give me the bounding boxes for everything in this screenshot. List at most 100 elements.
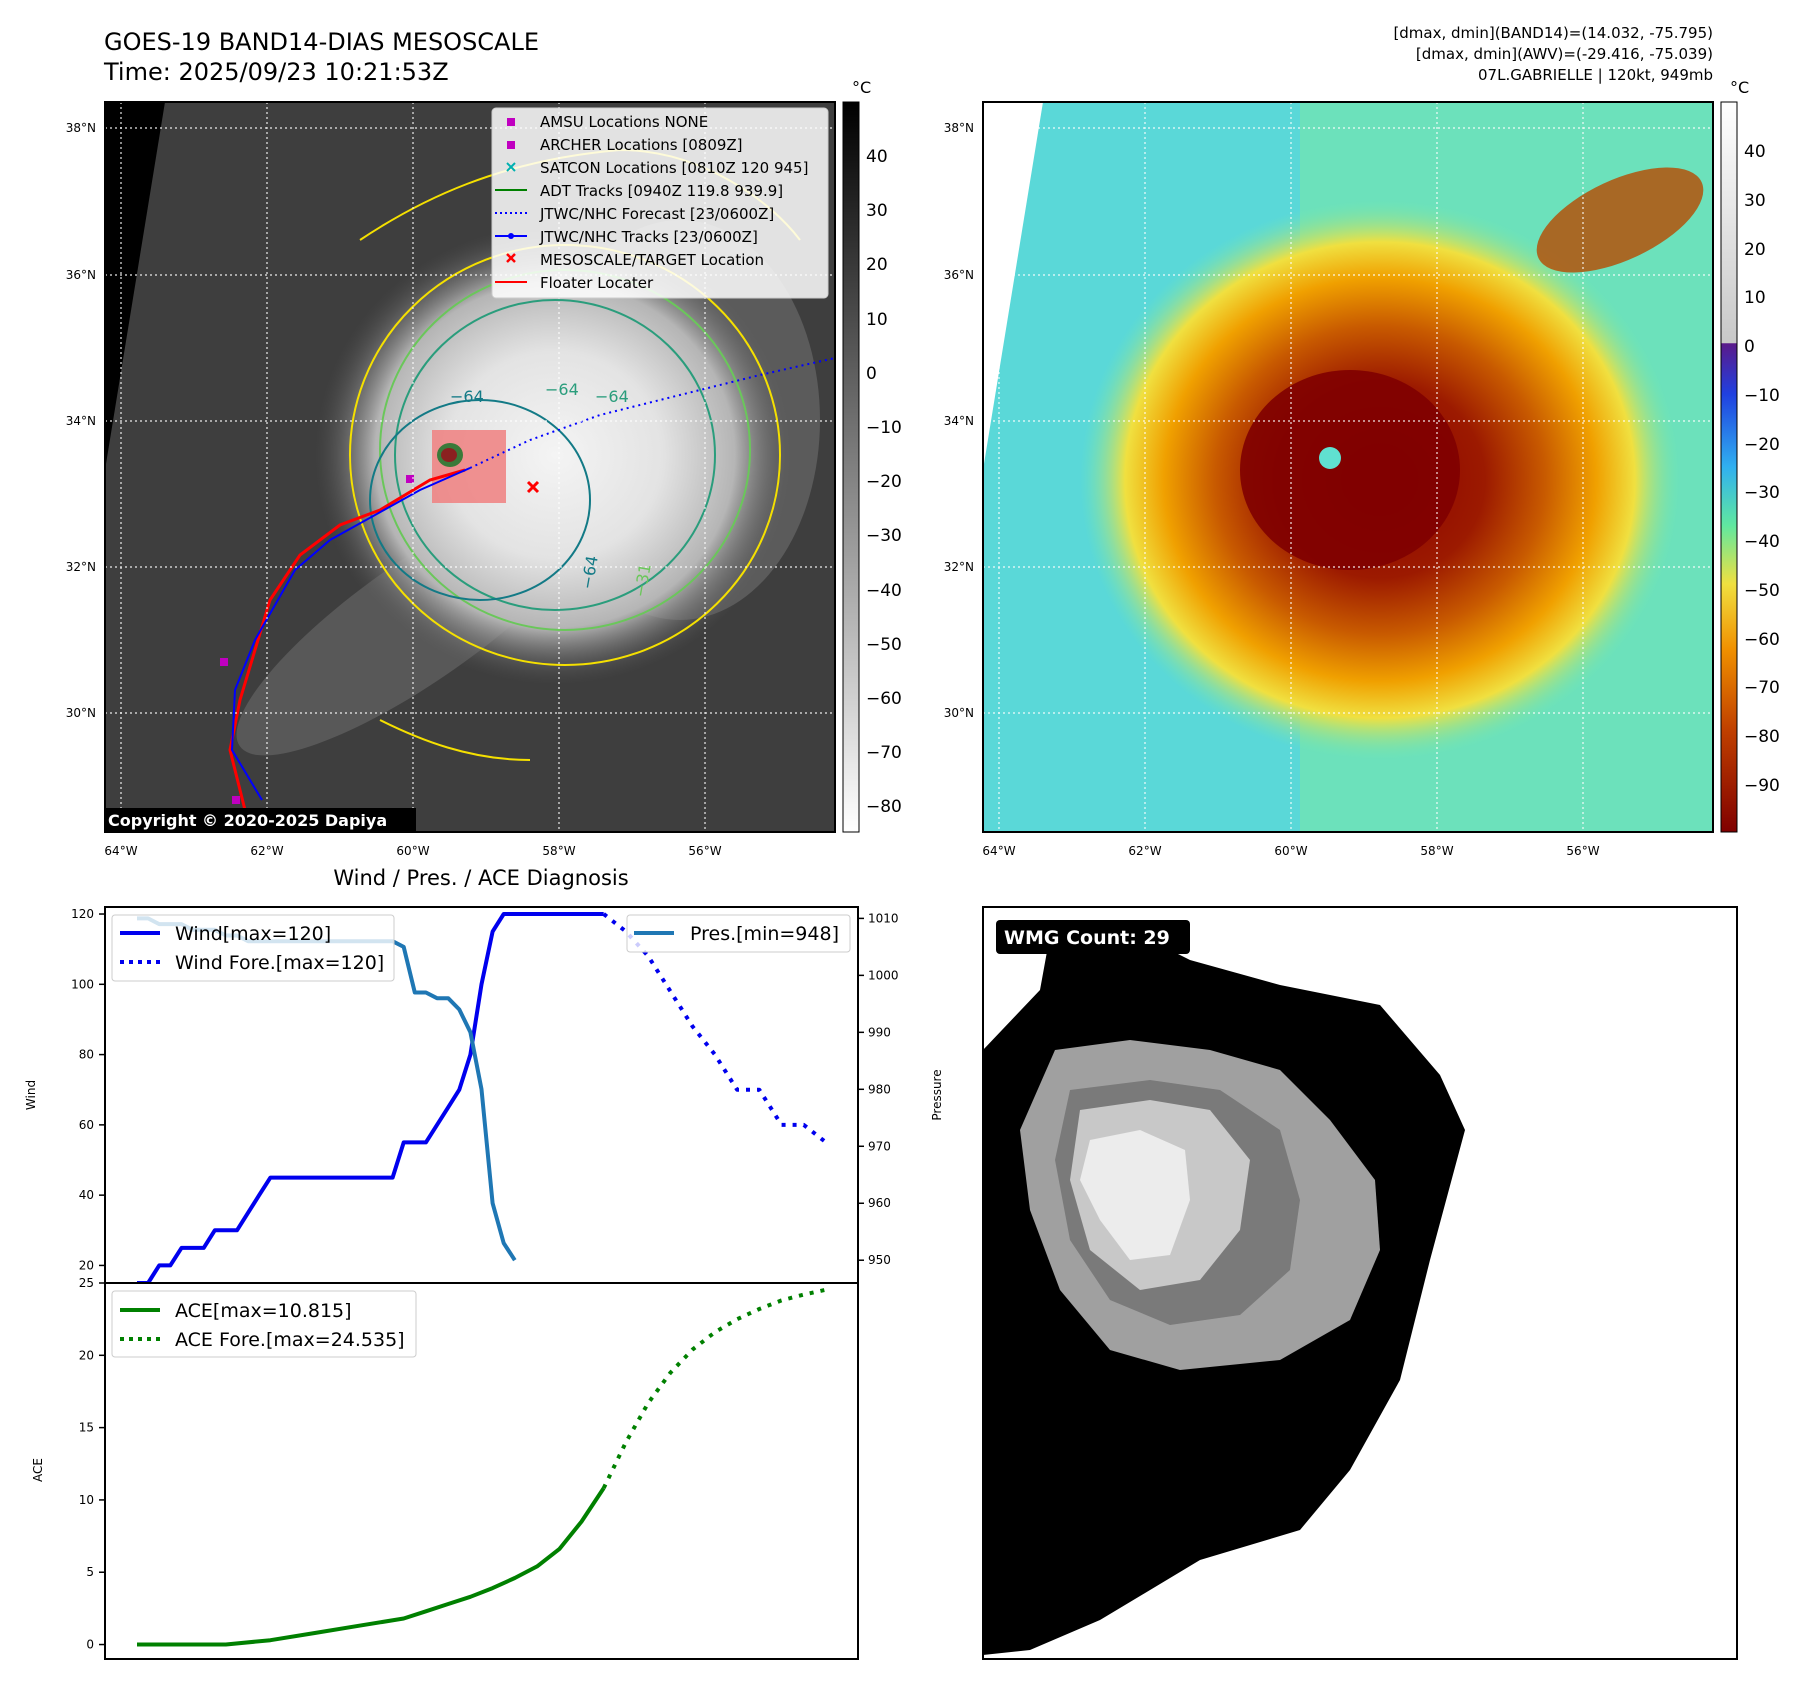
color-cbar-tick: −80 [1744,727,1780,747]
lon-tick: 56°W [1566,844,1599,858]
lon-tick: 58°W [542,844,575,858]
storm-color-northeast-band [1536,167,1704,273]
legend-archer-marker [507,141,515,149]
lat-tick: 34°N [66,414,96,428]
gray-cbar-tick: −30 [866,526,902,546]
legend-box [491,107,829,299]
pres-tick-label: 960 [868,1196,891,1210]
gray-colorbar-unit: °C [852,78,871,97]
lat-tick: 30°N [944,706,974,720]
legend-forecast-label: JTWC/NHC Forecast [23/0600Z] [539,205,774,223]
pres-tick-label: 950 [868,1253,891,1267]
legend-adt-label: ADT Tracks [0940Z 119.8 939.9] [540,182,783,200]
contour-yellow-southwest [379,719,531,761]
color-map-panel [983,102,1713,832]
figure-title-line2: Time: 2025/09/23 10:21:53Z [103,58,449,86]
color-cbar-tick: 0 [1744,337,1755,357]
lat-tick: 34°N [944,414,974,428]
color-cbar-tick: −30 [1744,483,1780,503]
wind-line [137,912,604,1285]
wind-tick-label: 100 [71,977,94,991]
legend-satcon-marker [506,162,516,172]
color-cbar-tick: −10 [1744,386,1780,406]
ace-tick-label: 10 [79,1493,94,1507]
lat-tick: 38°N [66,121,96,135]
gray-cbar-tick: −80 [866,797,902,817]
pres-tick-label: 970 [868,1139,891,1153]
legend-satcon-label: SATCON Locations [0810Z 120 945] [540,159,808,177]
gray-cbar-tick: 20 [866,255,888,275]
color-colorbar [1720,101,1738,833]
storm-cloud-shield [315,225,795,685]
wmg-image [983,925,1465,1655]
ace-y-ticks: 0 5 10 15 20 25 [79,1276,105,1652]
pres-y-label: Pressure [930,1069,944,1120]
ace-tick-label: 0 [86,1638,94,1652]
contour-minus64 [369,399,591,601]
ace-tick-label: 25 [79,1276,94,1290]
contour-teal [394,299,716,611]
ace-legend-box [111,1290,417,1358]
legend-target-marker [506,253,516,263]
wind-legend-box [111,914,395,982]
target-location-marker [526,480,540,494]
ace-series-layer [137,1287,827,1647]
jtwc-track [230,467,471,801]
copyright-bg [104,808,416,832]
wind-legend: Wind[max=120] Wind Fore.[max=120] [111,914,395,982]
wind-tick-label: 40 [79,1188,94,1202]
right-map-lat-ticks: 38°N 36°N 34°N 32°N 30°N [944,121,974,720]
color-cbar-tick: −90 [1744,776,1780,796]
map-legend: AMSU Locations NONE ARCHER Locations [08… [491,107,829,299]
lon-tick: 58°W [1420,844,1453,858]
legend-tracks-dot [508,233,514,239]
wind-fore-legend-label: Wind Fore.[max=120] [175,952,384,974]
figure-title-line1: GOES-19 BAND14-DIAS MESOSCALE [104,28,539,56]
contour-label: −64 [595,387,629,406]
ir-map-frame [104,101,836,833]
no-data-region [983,102,1043,470]
ace-legend: ACE[max=10.815] ACE Fore.[max=24.535] [111,1290,417,1358]
info-line3: 07L.GABRIELLE | 120kt, 949mb [1478,66,1713,84]
gray-colorbar-ticks: 40 30 20 10 0 −10 −20 −30 −40 −50 −60 −7… [866,147,902,817]
color-map-frame [982,101,1714,833]
lat-tick: 38°N [944,121,974,135]
pres-legend: Pres.[min=948] [626,914,851,953]
no-data-region [105,102,165,470]
floater-box [432,430,506,503]
legend-tracks-label: JTWC/NHC Tracks [23/0600Z] [539,228,758,246]
copyright-text: Copyright © 2020-2025 Dapiya [108,811,387,830]
color-cbar-tick: 10 [1744,288,1766,308]
eye [441,448,457,462]
legend-amsu-marker [507,118,515,126]
gray-cbar-tick: −10 [866,418,902,438]
lon-tick: 62°W [1128,844,1161,858]
legend-amsu-label: AMSU Locations NONE [540,113,708,131]
gray-cbar-tick: 40 [866,147,888,167]
wind-legend-label: Wind[max=120] [175,923,331,945]
archer-marker [232,796,240,804]
color-cbar-tick: −40 [1744,532,1780,552]
legend-target-label: MESOSCALE/TARGET Location [540,251,764,269]
wind-y-ticks: 20 40 60 80 100 120 [71,907,105,1272]
color-colorbar-ticks: 40 30 20 10 0 −10 −20 −30 −40 −50 −60 −7… [1744,142,1780,796]
gray-cbar-tick: −70 [866,743,902,763]
color-cbar-tick: 20 [1744,240,1766,260]
gray-cbar-tick: 10 [866,310,888,330]
wind-tick-label: 120 [71,907,94,921]
right-map-lon-ticks: 64°W 62°W 60°W 58°W 56°W [982,844,1599,858]
floater-locater-track [228,468,466,811]
pres-tick-label: 980 [868,1082,891,1096]
eye-color [1319,447,1341,469]
color-cbar-tick: 40 [1744,142,1766,162]
ace-tick-label: 20 [79,1348,94,1362]
ace-y-label: ACE [31,1458,45,1482]
archer-marker [406,475,414,483]
lat-tick: 32°N [66,560,96,574]
pres-tick-label: 1000 [868,968,899,982]
gray-cbar-tick: 30 [866,201,888,221]
lat-tick: 36°N [944,268,974,282]
gray-cbar-tick: −50 [866,635,902,655]
color-colorbar-unit: °C [1730,78,1749,97]
left-map-lat-ticks: 38°N 36°N 34°N 32°N 30°N [66,121,96,720]
